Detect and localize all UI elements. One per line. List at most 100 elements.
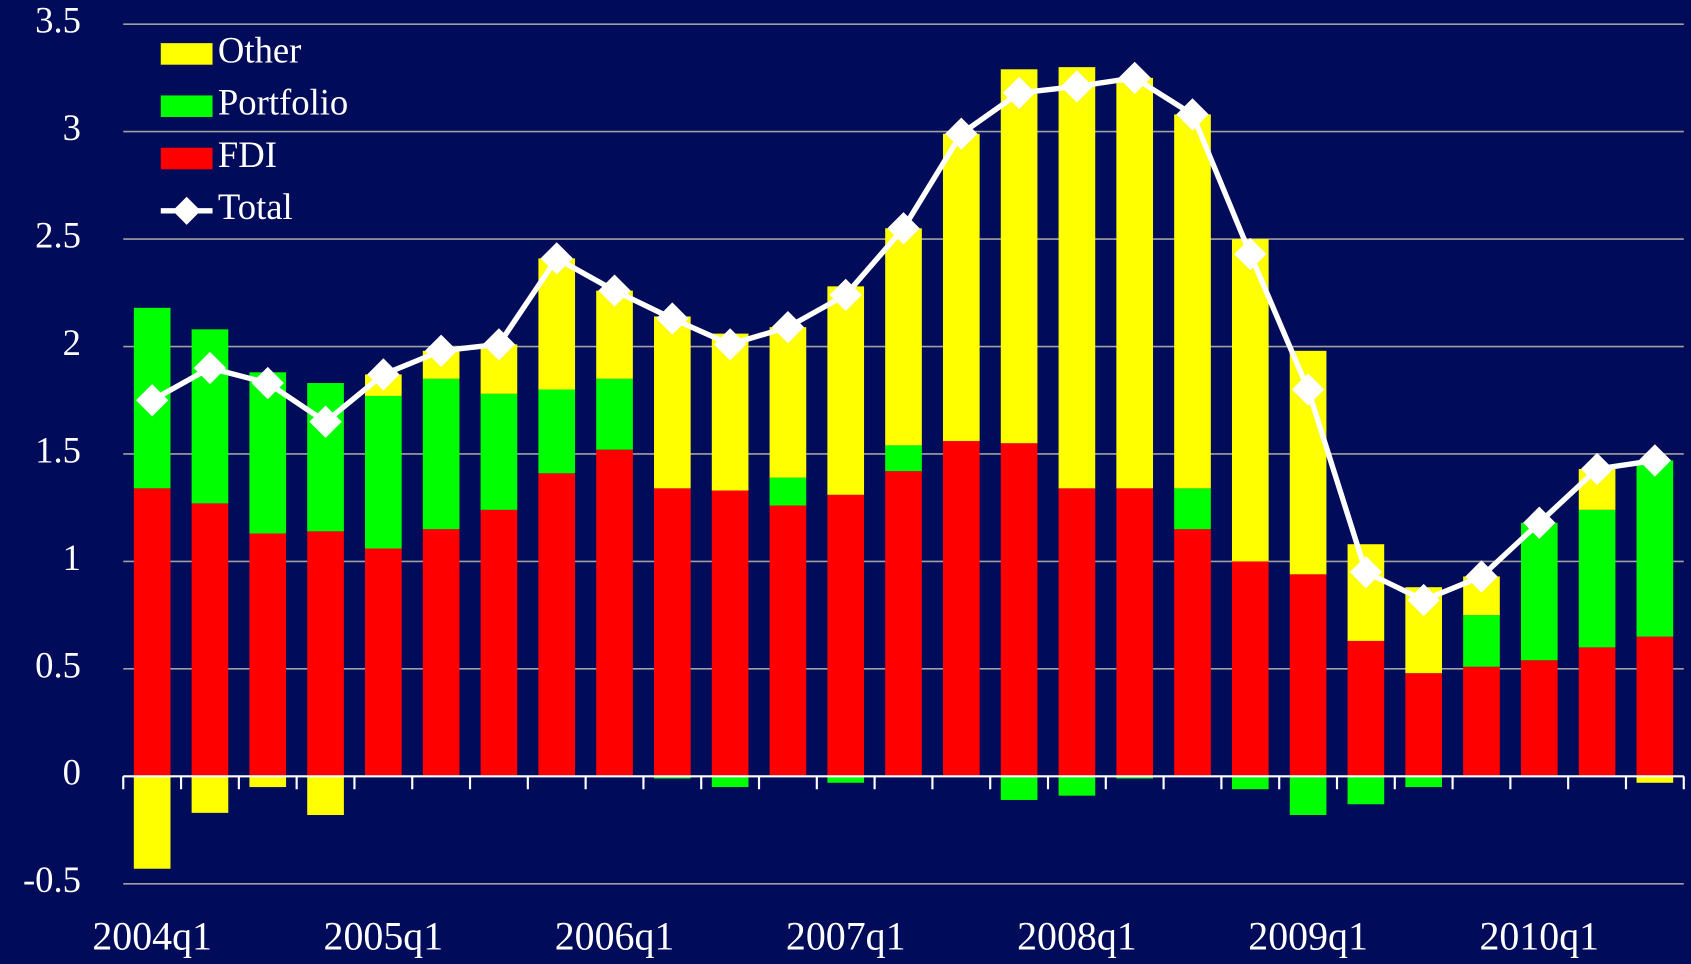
bar <box>711 490 749 777</box>
total-marker <box>771 310 805 344</box>
bar <box>1058 67 1096 489</box>
bar <box>1000 776 1038 800</box>
bar <box>249 533 287 777</box>
total-marker <box>1580 452 1614 486</box>
bar <box>1347 776 1385 805</box>
bar <box>827 286 865 495</box>
total-marker <box>193 351 227 385</box>
bar <box>827 776 865 783</box>
total-marker <box>251 366 284 400</box>
x-tick-label: 2006q1 <box>555 913 675 958</box>
bar <box>1347 640 1385 777</box>
x-tick-label: 2005q1 <box>324 913 444 958</box>
bar <box>133 776 171 869</box>
bar <box>653 488 691 777</box>
bar <box>307 383 344 532</box>
bar <box>1000 443 1038 777</box>
bar <box>769 327 807 478</box>
bar <box>596 449 633 777</box>
bar <box>769 477 807 506</box>
total-marker <box>309 405 342 438</box>
legend: Other Portfolio FDI Total <box>160 29 348 227</box>
total-marker <box>424 334 458 367</box>
y-tick-label: 1.5 <box>35 429 81 470</box>
bar <box>769 505 807 777</box>
bar <box>711 776 749 788</box>
bar <box>1520 522 1558 661</box>
bar <box>1000 69 1038 444</box>
bar <box>653 316 691 489</box>
bars <box>133 67 1674 869</box>
bar <box>1636 636 1674 777</box>
x-tick-label: 2004q1 <box>92 913 212 958</box>
bar <box>1578 647 1616 777</box>
legend-label: FDI <box>218 134 277 175</box>
bar <box>827 494 865 777</box>
legend-swatch <box>160 95 213 117</box>
axis: 2004q1 2005q1 2006q1 2007q1 2008q1 2009q1 2010… <box>92 775 1685 958</box>
legend-swatch <box>160 147 213 170</box>
bar <box>596 378 633 450</box>
bar <box>1231 561 1269 777</box>
x-tick-label: 2009q1 <box>1248 913 1368 958</box>
legend-label: Other <box>218 29 301 70</box>
bar <box>942 441 980 777</box>
lines <box>135 61 1672 617</box>
bar <box>1058 488 1096 777</box>
bar <box>942 133 980 442</box>
total-marker <box>367 358 400 391</box>
y-tick-label: 2 <box>63 322 81 363</box>
bar <box>249 776 287 788</box>
bar <box>480 393 518 510</box>
bar <box>365 395 402 549</box>
total-marker <box>1638 444 1672 477</box>
legend-label: Portfolio <box>218 82 348 123</box>
y-tick-label: 0 <box>63 752 81 793</box>
bar <box>1636 460 1674 637</box>
bar <box>1058 776 1096 796</box>
bar <box>1636 776 1674 783</box>
y-tick-label: 0.5 <box>35 644 81 685</box>
bar <box>885 445 922 472</box>
bar <box>1578 509 1616 648</box>
bar <box>1405 673 1443 777</box>
x-tick-label: 2008q1 <box>1017 913 1137 958</box>
total-marker <box>135 384 169 417</box>
total-marker <box>1118 61 1151 95</box>
bar <box>1405 776 1443 788</box>
bar <box>480 509 518 777</box>
total-marker <box>1176 98 1209 131</box>
bar <box>1116 488 1154 777</box>
bar <box>1289 776 1327 816</box>
total-marker <box>1407 583 1440 617</box>
total-marker <box>1291 373 1325 406</box>
total-marker <box>482 328 516 361</box>
bar <box>307 531 344 777</box>
bar <box>1289 574 1327 777</box>
bar <box>538 473 576 777</box>
y-tick-label: 3 <box>63 107 81 148</box>
total-marker <box>1002 76 1036 110</box>
bar <box>1231 776 1269 790</box>
bar <box>1520 660 1558 777</box>
bar <box>538 389 576 474</box>
y-tick-label: 3.5 <box>35 0 81 41</box>
bar <box>1463 615 1500 667</box>
bar <box>1174 529 1211 777</box>
bar <box>422 378 460 530</box>
bar <box>885 471 922 777</box>
bar <box>1174 488 1211 530</box>
bar <box>365 548 402 777</box>
total-marker <box>887 212 920 245</box>
bar <box>191 776 229 813</box>
total-marker <box>1234 237 1267 271</box>
total-marker <box>1349 555 1383 589</box>
bar <box>1174 114 1211 489</box>
x-tick-label: 2010q1 <box>1479 913 1599 958</box>
total-marker <box>1060 70 1094 103</box>
x-tick-label: 2007q1 <box>786 913 906 958</box>
bar <box>1231 239 1269 562</box>
legend-label: Total <box>218 186 293 227</box>
